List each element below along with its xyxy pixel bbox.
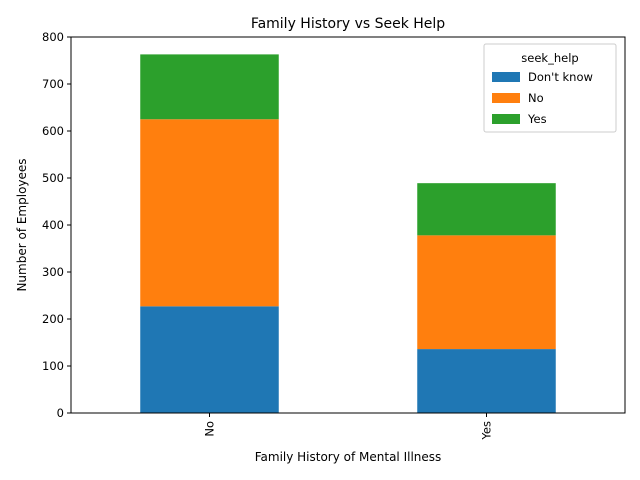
bar-segment — [140, 119, 279, 307]
legend-entry-label: Don't know — [528, 70, 593, 84]
chart-title: Family History vs Seek Help — [251, 16, 445, 32]
legend-swatch — [492, 114, 520, 124]
y-tick-label: 700 — [42, 77, 64, 91]
x-tick-label: Yes — [480, 421, 494, 441]
bar-segment — [417, 235, 556, 350]
y-tick-label: 0 — [57, 406, 64, 420]
bar-segment — [417, 183, 556, 236]
y-tick-label: 400 — [42, 218, 64, 232]
y-tick-label: 100 — [42, 359, 64, 373]
legend-frame — [483, 43, 617, 133]
y-tick-label: 600 — [42, 124, 64, 138]
y-tick-label: 300 — [42, 265, 64, 279]
y-tick-label: 200 — [42, 312, 64, 326]
bar-segment — [140, 306, 279, 413]
legend-swatch — [492, 93, 520, 103]
x-tick-label: No — [203, 421, 217, 437]
legend-entry-label: No — [528, 91, 544, 105]
y-tick-label: 500 — [42, 171, 64, 185]
legend-swatch — [492, 72, 520, 82]
bar-segment — [417, 349, 556, 413]
y-tick-label: 800 — [42, 30, 64, 44]
x-axis-label: Family History of Mental Illness — [255, 450, 442, 464]
y-axis-label: Number of Employees — [15, 158, 29, 291]
legend: seek_help Don't know No Yes — [483, 43, 617, 133]
legend-items: Don't know No Yes — [492, 70, 593, 126]
plot-area: 0 100 200 300 400 500 600 700 800 No Yes — [42, 30, 626, 441]
bar-segment — [140, 54, 279, 120]
legend-entry-label: Yes — [527, 112, 547, 126]
legend-title: seek_help — [521, 51, 578, 65]
